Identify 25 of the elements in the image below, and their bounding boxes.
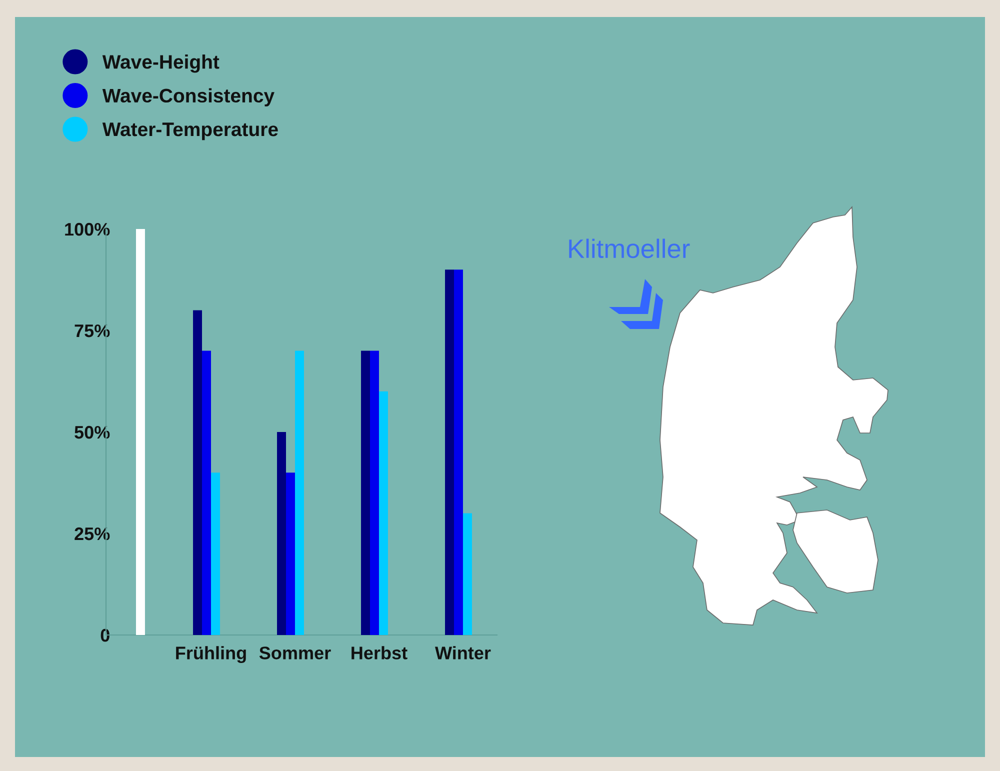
bar [286,472,295,635]
bar [210,472,220,635]
y-tick-label: 25% [74,527,110,540]
bar [277,432,286,635]
bar [445,270,454,635]
legend-label: Wave-Height [102,54,220,73]
bar [378,391,388,635]
bar [462,513,472,635]
bar [361,350,370,635]
x-tick-label: Herbst [352,646,408,660]
x-tick-label: Sommer [259,646,331,660]
y-tick-label: 50% [74,426,110,439]
legend-label: Water-Temperature [102,122,278,140]
y-tick-label: 75% [74,324,110,338]
text: Klitmoeller [569,238,690,258]
bar [370,350,379,635]
bar [454,270,463,635]
x-tick-label: Frühling [176,646,246,664]
y-tick-label: 100% [65,222,110,236]
x-tick-label: Winter [434,646,491,660]
bar [202,350,211,635]
bar [136,229,145,635]
legend-label: Wave-Consistency [102,88,274,106]
bar [294,350,304,635]
bar [193,310,202,635]
